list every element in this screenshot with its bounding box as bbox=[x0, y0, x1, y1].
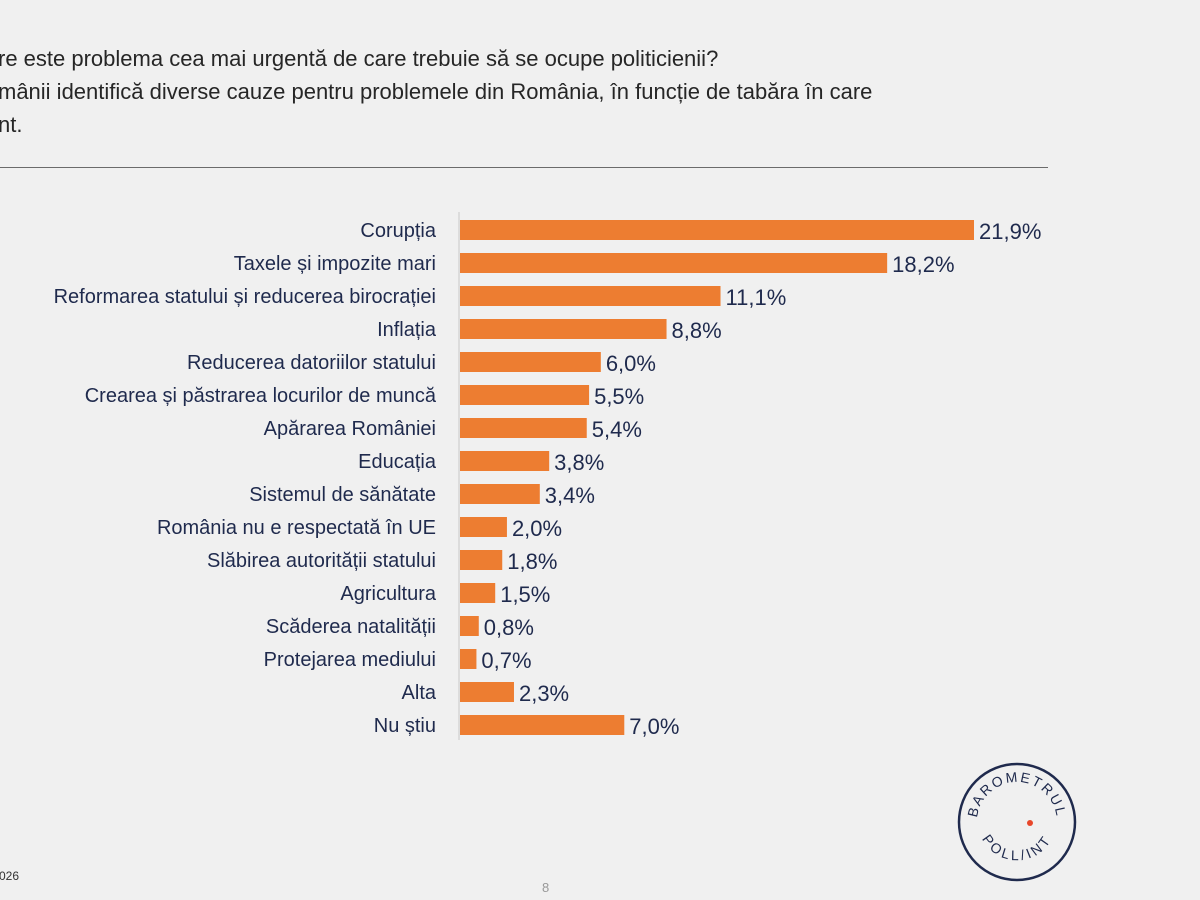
footer-date: 026 bbox=[0, 869, 20, 883]
bar bbox=[460, 352, 601, 372]
bar bbox=[460, 583, 496, 603]
category-label: Slăbirea autorității statului bbox=[207, 550, 436, 572]
value-label: 11,1% bbox=[726, 285, 787, 310]
value-label: 18,2% bbox=[892, 252, 954, 277]
logo-bottom-text: POLL/INT bbox=[979, 831, 1052, 863]
category-label: Educația bbox=[358, 451, 437, 473]
header-divider bbox=[0, 167, 1048, 168]
category-label: Inflația bbox=[377, 319, 437, 341]
category-label: Nu știu bbox=[374, 715, 436, 737]
value-label: 2,3% bbox=[519, 681, 569, 706]
bar bbox=[460, 616, 479, 636]
value-label: 5,5% bbox=[594, 384, 644, 409]
value-label: 1,5% bbox=[500, 582, 550, 607]
category-label: Crearea și păstrarea locurilor de muncă bbox=[85, 385, 437, 407]
value-label: 8,8% bbox=[672, 318, 722, 343]
category-label: Scăderea natalității bbox=[266, 616, 436, 638]
chart-title-line-1: re este problema cea mai urgentă de care… bbox=[0, 46, 719, 71]
bar bbox=[460, 484, 540, 504]
bar bbox=[460, 451, 550, 471]
bar bbox=[460, 418, 587, 438]
value-label: 3,8% bbox=[554, 450, 604, 475]
bar bbox=[460, 649, 477, 669]
category-label: Sistemul de sănătate bbox=[249, 484, 436, 506]
value-label: 3,4% bbox=[545, 483, 595, 508]
category-label: Apărarea României bbox=[264, 418, 436, 440]
category-label: Taxele și impozite mari bbox=[234, 253, 436, 275]
category-label: Corupția bbox=[360, 220, 436, 242]
chart-title-line-3: nt. bbox=[0, 112, 23, 137]
bar bbox=[460, 517, 507, 537]
category-label: Reducerea datoriilor statului bbox=[187, 352, 436, 374]
bar bbox=[460, 319, 667, 339]
bar bbox=[460, 385, 590, 405]
page-number: 8 bbox=[542, 880, 550, 895]
bar bbox=[460, 550, 503, 570]
svg-text:POLL/INT: POLL/INT bbox=[979, 831, 1055, 863]
bar bbox=[460, 286, 721, 306]
value-label: 6,0% bbox=[606, 351, 656, 376]
category-label: Reformarea statului și reducerea birocra… bbox=[54, 286, 436, 308]
value-label: 0,8% bbox=[484, 615, 534, 640]
category-label: Protejarea mediului bbox=[264, 649, 436, 671]
chart-title-line-2: mânii identifică diverse cauze pentru pr… bbox=[0, 79, 873, 104]
bar bbox=[460, 220, 974, 240]
category-label: Alta bbox=[402, 682, 437, 704]
value-label: 7,0% bbox=[629, 714, 679, 739]
value-label: 5,4% bbox=[592, 417, 642, 442]
barometrul-logo: BAROMETRUL POLL/INT bbox=[957, 762, 1077, 882]
value-label: 2,0% bbox=[512, 516, 562, 541]
value-label: 0,7% bbox=[481, 648, 531, 673]
logo-ring bbox=[957, 762, 1077, 882]
bar bbox=[460, 253, 888, 273]
bar bbox=[460, 715, 625, 735]
category-label: România nu e respectată în UE bbox=[157, 517, 436, 539]
category-label: Agricultura bbox=[340, 583, 436, 605]
value-label: 21,9% bbox=[979, 219, 1041, 244]
value-label: 1,8% bbox=[507, 549, 557, 574]
logo-dot bbox=[1027, 820, 1033, 826]
bar bbox=[460, 682, 514, 702]
